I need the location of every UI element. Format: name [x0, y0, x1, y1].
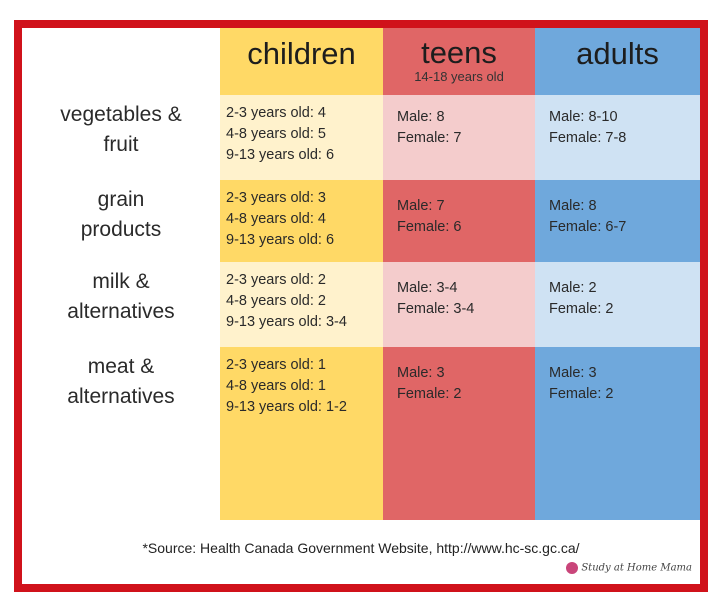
- serving-line: Male: 7: [397, 198, 445, 214]
- header-adults: adults: [535, 28, 700, 95]
- row-label: meat & alternatives: [22, 352, 220, 412]
- serving-line: 9-13 years old: 3-4: [226, 314, 347, 330]
- serving-line: Male: 8-10: [549, 109, 618, 125]
- serving-line: Male: 3: [397, 365, 445, 381]
- serving-line: Female: 6: [397, 219, 462, 235]
- serving-line: 4-8 years old: 1: [226, 378, 326, 394]
- serving-line: Male: 3-4: [397, 280, 458, 296]
- cell-children: 2-3 years old: 1 4-8 years old: 1 9-13 yea…: [220, 347, 383, 520]
- serving-line: 2-3 years old: 1: [226, 357, 326, 373]
- serving-line: Male: 3: [549, 365, 597, 381]
- serving-line: 2-3 years old: 4: [226, 105, 326, 121]
- row-label-line: grain: [97, 188, 145, 211]
- serving-line: Male: 8: [549, 198, 597, 214]
- cell-adults: Male: 2 Female: 2: [535, 262, 700, 347]
- header-teens: teens 14-18 years old: [383, 28, 535, 95]
- serving-line: Male: 2: [549, 280, 597, 296]
- row-label-line: alternatives: [67, 385, 175, 408]
- cell-children: 2-3 years old: 3 4-8 years old: 4 9-13 yea…: [220, 180, 383, 262]
- serving-line: Female: 6-7: [549, 219, 627, 235]
- cell-children: 2-3 years old: 4 4-8 years old: 5 9-13 yea…: [220, 95, 383, 180]
- serving-line: Female: 7: [397, 130, 462, 146]
- cell-adults: Male: 8 Female: 6-7: [535, 180, 700, 262]
- cell-teens: Male: 3-4 Female: 3-4: [383, 262, 535, 347]
- header-title: teens: [421, 35, 497, 70]
- serving-line: 9-13 years old: 6: [226, 147, 335, 163]
- brand-logo: Study at Home Mama: [566, 562, 692, 574]
- serving-line: Female: 3-4: [397, 301, 475, 317]
- row-label-line: alternatives: [67, 300, 175, 323]
- table-frame: children teens 14-18 years old adults ve…: [14, 20, 708, 592]
- serving-line: 2-3 years old: 2: [226, 272, 326, 288]
- cell-teens: Male: 7 Female: 6: [383, 180, 535, 262]
- row-label: milk & alternatives: [22, 267, 220, 327]
- row-label: vegetables & fruit: [22, 100, 220, 160]
- row-label-line: products: [80, 218, 162, 241]
- row-label-line: milk &: [92, 270, 150, 293]
- serving-line: 4-8 years old: 2: [226, 293, 326, 309]
- serving-line: Female: 2: [397, 386, 462, 402]
- header-subtitle: 14-18 years old: [414, 69, 504, 84]
- row-label-line: vegetables &: [60, 103, 182, 126]
- row-label-line: fruit: [103, 133, 139, 156]
- row-label: grain products: [22, 185, 220, 245]
- serving-line: Female: 7-8: [549, 130, 627, 146]
- header-title: children: [247, 36, 356, 71]
- serving-line: 4-8 years old: 5: [226, 126, 326, 142]
- cell-adults: Male: 8-10 Female: 7-8: [535, 95, 700, 180]
- cell-children: 2-3 years old: 2 4-8 years old: 2 9-13 yea…: [220, 262, 383, 347]
- serving-line: 2-3 years old: 3: [226, 190, 326, 206]
- serving-line: Male: 8: [397, 109, 445, 125]
- serving-line: 9-13 years old: 1-2: [226, 399, 347, 415]
- flower-icon: [566, 562, 579, 574]
- header-title: adults: [576, 36, 659, 71]
- row-label-line: meat &: [87, 355, 155, 378]
- serving-line: Female: 2: [549, 386, 614, 402]
- cell-teens: Male: 3 Female: 2: [383, 347, 535, 520]
- header-children: children: [220, 28, 383, 95]
- source-note: *Source: Health Canada Government Websit…: [142, 540, 580, 556]
- serving-line: Female: 2: [549, 301, 614, 317]
- serving-line: 4-8 years old: 4: [226, 211, 326, 227]
- cell-teens: Male: 8 Female: 7: [383, 95, 535, 180]
- cell-adults: Male: 3 Female: 2: [535, 347, 700, 520]
- serving-line: 9-13 years old: 6: [226, 232, 335, 248]
